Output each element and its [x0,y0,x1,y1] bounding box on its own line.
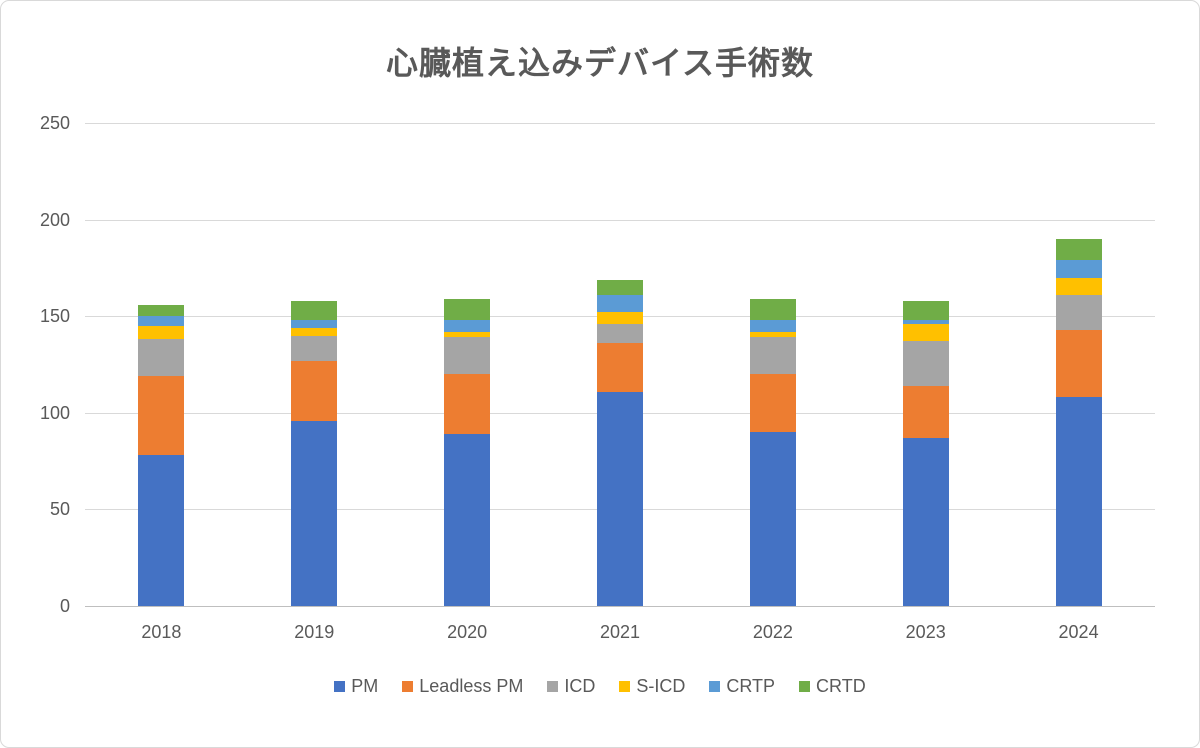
x-axis-tick-label: 2018 [141,622,182,642]
bar-segment-icd-2024 [1055,294,1102,330]
y-axis-tick-label: 250 [39,113,70,133]
legend-swatch-icon [547,681,559,692]
bar-segment-s-icd-2018 [138,325,185,340]
bar-segment-crtp-2022 [749,320,796,332]
bar-2021 [597,279,643,606]
gridline [85,219,1155,221]
legend-label: Leadless PM [419,676,524,696]
x-axis: 2018 2019 2020 2021 2022 2023 2024 [85,622,1155,648]
bar-2022 [749,298,796,606]
bar-segment-s-icd-2023 [902,323,949,342]
bar-segment-s-icd-2019 [291,327,338,336]
x-axis-tick-label: 2024 [1058,622,1099,642]
bar-segment-crtp-2023 [902,320,949,324]
legend-label: PM [351,676,379,696]
chart-title: 心臓植え込みデバイス手術数 [385,45,815,81]
legend-swatch-icon [799,681,811,692]
legend-label: CRTD [816,676,866,696]
bar-segment-pm-2021 [597,391,643,606]
legend-swatch-icon [709,681,721,692]
legend-item-leadless-pm: Leadless PM [402,676,523,697]
bar-segment-crtd-2018 [138,304,185,317]
y-axis-tick-label: 200 [39,209,70,230]
x-axis-tick-label: 2023 [905,622,946,642]
bar-segment-leadless-pm-2021 [597,343,643,392]
legend-item-crtp: CRTP [709,676,775,697]
x-axis-tick-label: 2020 [447,622,488,642]
bar-segment-crtp-2020 [444,320,491,332]
bar-2018 [138,304,185,606]
bar-segment-crtp-2024 [1055,260,1102,278]
bar-segment-crtd-2020 [444,298,491,321]
bar-segment-crtd-2023 [902,300,949,321]
bar-segment-pm-2022 [749,432,796,606]
bar-segment-leadless-pm-2022 [749,374,796,433]
bar-segment-s-icd-2022 [749,331,796,338]
bar-segment-icd-2021 [597,323,643,344]
x-axis-tick-label: 2022 [752,622,793,642]
y-axis-tick-label: 0 [59,596,70,616]
legend-item-pm: PM [334,676,378,697]
bar-segment-crtd-2024 [1055,238,1102,261]
bar-segment-icd-2022 [749,337,796,375]
bar-segment-icd-2019 [291,335,338,361]
legend-item-icd: ICD [547,676,595,697]
y-axis-tick-label: 150 [39,306,70,327]
bar-segment-crtp-2018 [138,316,185,326]
legend-swatch-icon [619,681,631,692]
bar-segment-pm-2019 [291,420,338,606]
legend-swatch-icon [334,681,346,692]
legend-label: S-ICD [636,676,686,696]
bar-2019 [291,300,338,606]
bar-segment-pm-2018 [138,455,185,606]
bar-segment-s-icd-2024 [1055,277,1102,295]
bar-segment-leadless-pm-2019 [291,360,338,421]
bar-segment-icd-2023 [902,341,949,386]
gridline [85,123,1155,124]
bar-segment-leadless-pm-2023 [902,385,949,438]
bar-segment-pm-2020 [444,434,491,606]
legend-label: CRTP [726,676,776,696]
bar-2023 [902,300,949,606]
y-axis-tick-label: 50 [49,499,70,520]
bar-2020 [444,298,491,606]
bar-segment-crtd-2019 [291,300,338,321]
bar-segment-leadless-pm-2018 [138,376,185,456]
bar-segment-pm-2023 [902,437,949,606]
bar-2024 [1055,238,1102,606]
legend-item-s-icd: S-ICD [619,676,685,697]
bar-segment-crtd-2021 [597,279,643,295]
bar-segment-s-icd-2020 [444,331,491,338]
bar-segment-icd-2020 [444,337,491,375]
bar-segment-icd-2018 [138,339,185,377]
y-axis-tick-label: 100 [39,402,70,423]
legend-item-crtd: CRTD [799,676,866,697]
legend: PM Leadless PM ICD S-ICD CRTP CRTD [0,676,1200,697]
bar-segment-pm-2024 [1055,397,1102,606]
bar-segment-leadless-pm-2020 [444,374,491,435]
legend-label: ICD [564,676,596,696]
bar-segment-crtp-2019 [291,320,338,328]
bar-segment-crtd-2022 [749,298,796,321]
legend-swatch-icon [402,681,414,692]
x-axis-tick-label: 2021 [599,622,641,642]
bar-segment-leadless-pm-2024 [1055,329,1102,398]
plot-area [85,123,1155,607]
bar-segment-s-icd-2021 [597,312,643,324]
x-axis-tick-label: 2019 [294,622,335,642]
bar-segment-crtp-2021 [597,295,643,313]
